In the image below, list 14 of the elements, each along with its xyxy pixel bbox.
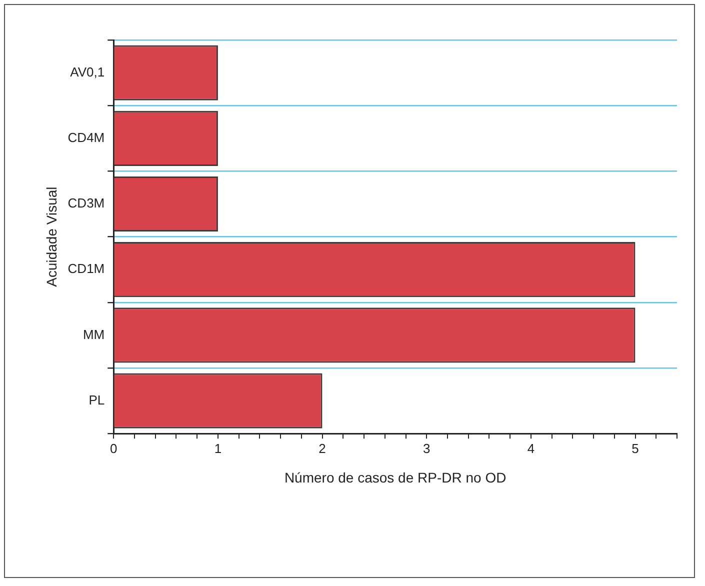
y-axis-title: Acuidade Visual <box>43 186 60 287</box>
y-tick-label: CD4M <box>68 130 105 145</box>
x-tick-label: 1 <box>214 440 222 456</box>
x-tick-label: 3 <box>423 440 430 456</box>
x-tick-label: 5 <box>632 440 639 456</box>
y-tick-label: CD3M <box>68 196 105 211</box>
y-tick-label: AV0,1 <box>70 64 105 80</box>
y-tick-label: CD1M <box>68 261 105 276</box>
y-tick-label: MM <box>82 326 105 342</box>
x-tick-label: 4 <box>527 440 535 456</box>
x-tick-label: 0 <box>110 440 118 456</box>
x-tick-label: 2 <box>318 440 326 456</box>
x-axis-title: Número de casos de RP-DR no OD <box>284 469 506 486</box>
y-tick-label: PL <box>88 392 105 408</box>
